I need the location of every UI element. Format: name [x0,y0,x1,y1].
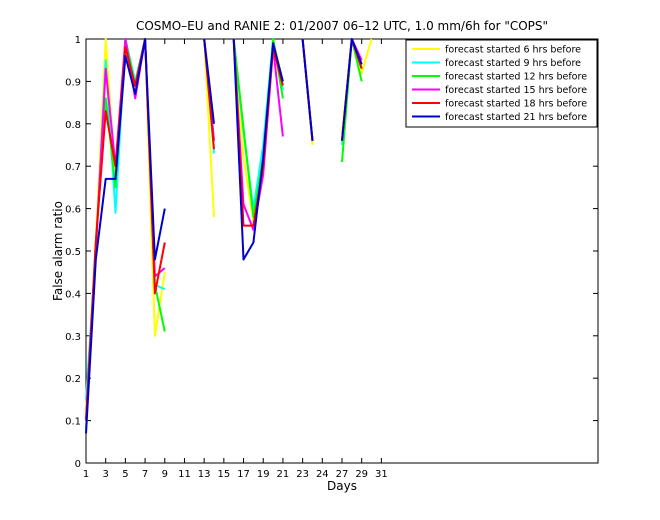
y-tick-label: 0.2 [65,374,81,385]
series-line [232,38,284,261]
legend-label: forecast started 21 hrs before [445,112,587,123]
y-tick-label: 0 [75,459,81,470]
y-ticks: 0 0.1 0.2 0.3 0.4 0.5 0.6 0.7 0.8 0.9 1 [65,35,598,470]
legend: forecast started 6 hrs before forecast st… [405,39,598,128]
y-tick-label: 0.8 [65,120,81,131]
x-tick-label: 19 [257,469,270,480]
x-tick-label: 17 [237,469,250,480]
x-tick-label: 21 [277,469,290,480]
series-line [301,38,314,141]
series-line [85,38,166,421]
series-layer [85,38,373,434]
chart-title: COSMO–EU and RANIE 2: 01/2007 06–12 UTC,… [136,19,548,33]
x-tick-label: 1 [83,469,89,480]
y-tick-label: 0.1 [65,417,81,428]
legend-label: forecast started 6 hrs before [445,45,581,56]
x-tick-label: 23 [296,469,309,480]
y-tick-label: 0.5 [65,247,81,258]
x-tick-label: 27 [336,469,349,480]
legend-label: forecast started 18 hrs before [445,99,587,110]
y-tick-label: 0.6 [65,205,81,216]
y-tick-label: 0.3 [65,332,81,343]
x-tick-label: 13 [198,469,211,480]
x-tick-label: 5 [122,469,128,480]
x-tick-label: 24 [316,469,329,480]
y-tick-label: 0.9 [65,77,81,88]
x-tick-label: 29 [355,469,368,480]
x-tick-label: 31 [375,469,388,480]
legend-box [405,39,598,128]
x-tick-label: 11 [178,469,191,480]
legend-label: forecast started 12 hrs before [445,72,587,83]
x-tick-label: 9 [162,469,168,480]
x-tick-label: 15 [217,469,230,480]
legend-label: forecast started 15 hrs before [445,85,587,96]
series-line [203,38,215,124]
x-tick-label: 3 [103,469,109,480]
y-tick-label: 0.7 [65,162,81,173]
series-6 [85,38,363,434]
y-tick-label: 1 [75,35,81,46]
y-axis-label: False alarm ratio [51,201,65,301]
x-tick-label: 7 [142,469,148,480]
y-tick-label: 0.4 [65,289,81,300]
legend-label: forecast started 9 hrs before [445,58,581,69]
series-line [341,38,363,141]
series-line [85,38,166,434]
x-axis-label: Days [327,479,357,493]
